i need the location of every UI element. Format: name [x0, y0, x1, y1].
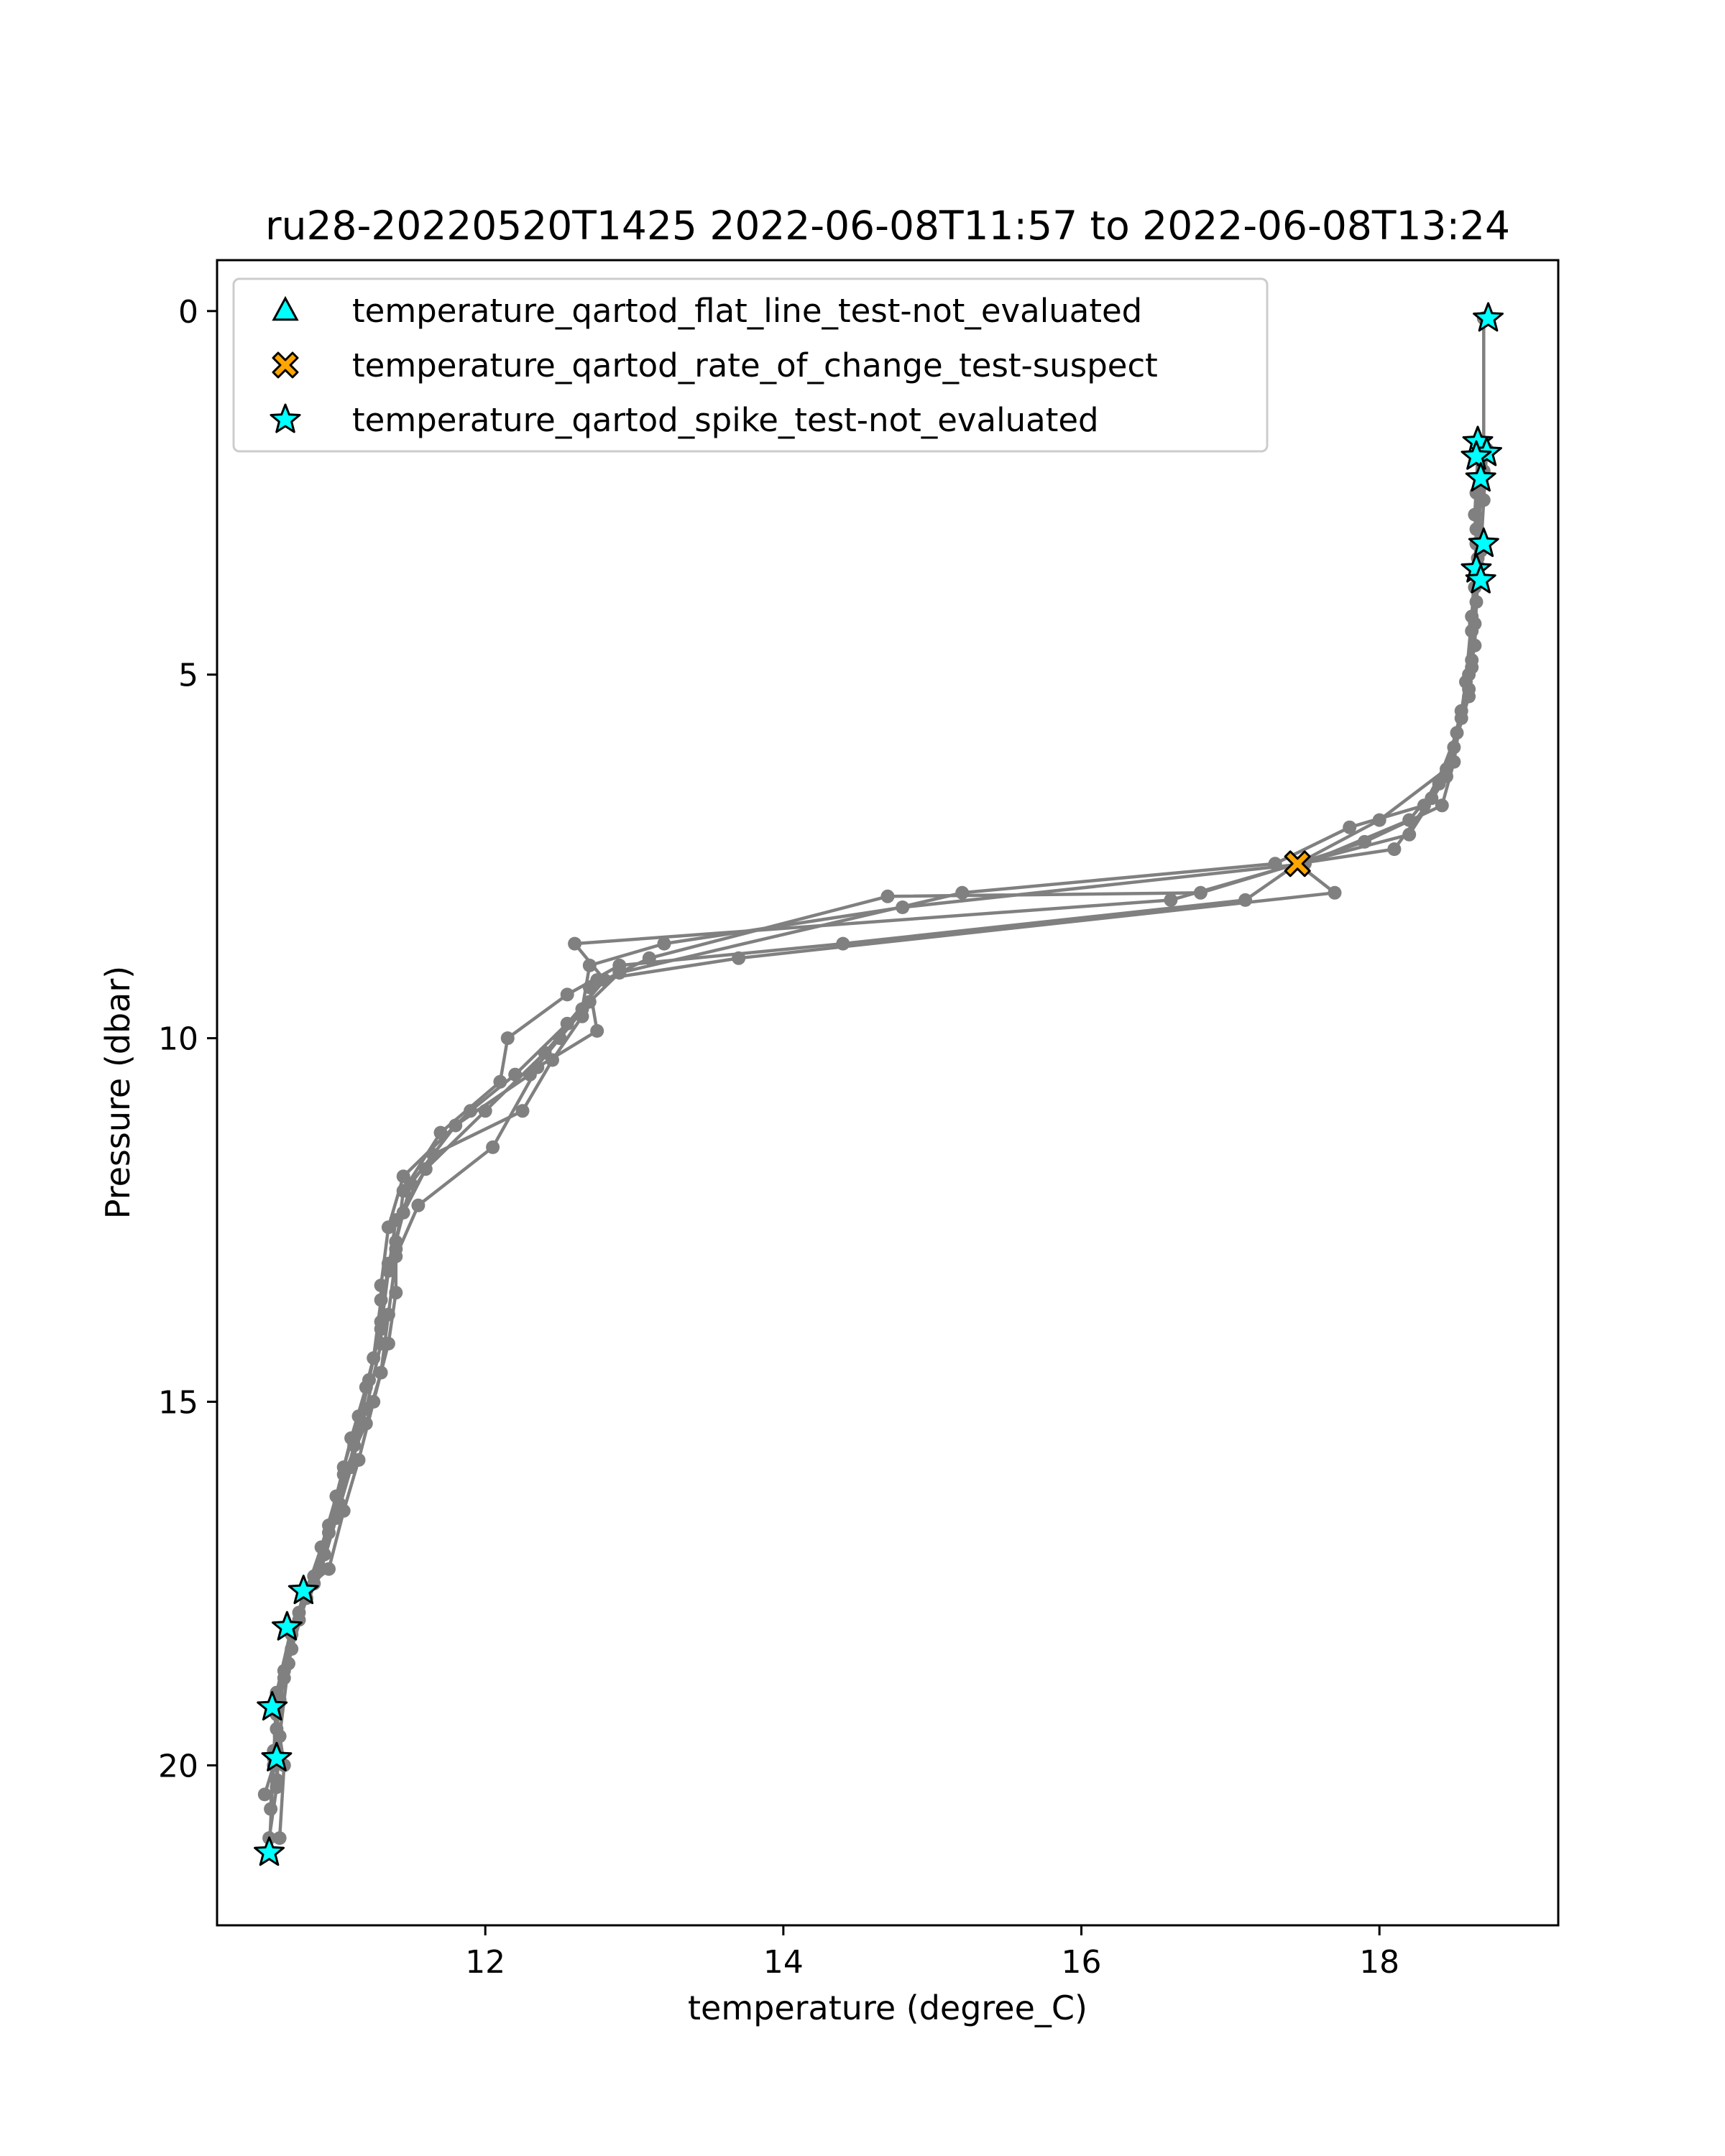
data-point: [362, 1373, 376, 1387]
spike-marker: [1460, 440, 1492, 470]
data-point: [500, 1031, 515, 1046]
y-axis-label: Pressure (dbar): [98, 966, 137, 1219]
x-axis: 12 14 16 18: [465, 1925, 1399, 1981]
data-point: [1402, 827, 1417, 842]
data-point: [530, 1060, 545, 1074]
legend-star-icon: [270, 403, 301, 433]
data-point: [464, 1104, 477, 1118]
plot-frame: [216, 259, 1560, 1927]
spike-marker: [1473, 302, 1504, 332]
data-point: [1468, 617, 1482, 631]
data-point: [1440, 769, 1453, 783]
data-point: [590, 1024, 604, 1038]
data-point: [264, 1802, 278, 1816]
data-point: [486, 1140, 500, 1154]
x-axis-label: temperature (degree_C): [688, 1989, 1087, 2027]
data-point: [575, 1009, 589, 1023]
data-point: [272, 1831, 287, 1846]
data-point: [411, 1198, 426, 1212]
spike-marker: [1465, 462, 1496, 492]
data-point: [381, 1256, 395, 1271]
data-point: [347, 1438, 362, 1452]
y-tick-label: 15: [158, 1385, 198, 1422]
data-point: [1343, 820, 1357, 834]
data-point: [732, 951, 746, 965]
data-point: [396, 1205, 410, 1220]
spike-marker: [261, 1741, 293, 1772]
legend-box: [232, 277, 1269, 453]
data-point: [582, 958, 597, 972]
data-point: [1462, 682, 1476, 696]
data-point: [1387, 842, 1402, 857]
data-point: [317, 1547, 331, 1562]
data-point: [508, 1067, 523, 1082]
spike-marker: [1468, 528, 1499, 558]
data-point: [374, 1365, 388, 1380]
data-point: [1238, 893, 1253, 907]
qartod-flags: [254, 302, 1504, 1866]
data-point: [1268, 857, 1282, 871]
data-point: [515, 1104, 530, 1118]
data-point: [568, 936, 582, 951]
data-point: [426, 1148, 441, 1161]
data-point: [1164, 893, 1178, 907]
data-point: [396, 1184, 410, 1198]
y-tick-label: 20: [158, 1748, 198, 1784]
data-point: [396, 1169, 410, 1184]
x-tick-label: 14: [763, 1944, 804, 1981]
data-point: [612, 958, 627, 972]
y-tick-label: 0: [178, 294, 198, 331]
legend-label: temperature_qartod_spike_test-not_evalua…: [352, 401, 1099, 439]
x-tick-label: 12: [465, 1944, 505, 1981]
y-tick-label: 5: [178, 658, 198, 694]
plot-area: [254, 302, 1504, 1866]
spike-marker: [254, 1836, 285, 1866]
data-point: [332, 1496, 346, 1511]
data-point: [657, 936, 671, 951]
data-point: [257, 1787, 272, 1802]
data-point: [433, 1125, 448, 1140]
y-tick-label: 10: [158, 1021, 198, 1058]
data-point: [880, 889, 895, 903]
y-axis: 0 5 10 15 20: [158, 294, 217, 1784]
data-point: [590, 973, 604, 987]
data-point: [560, 1016, 574, 1031]
data-point: [381, 1220, 395, 1235]
spike-marker: [288, 1575, 319, 1605]
rate-of-change-marker: [1284, 850, 1311, 877]
data-point: [955, 885, 970, 900]
legend-triangle-icon: [272, 295, 299, 321]
legend-label: temperature_qartod_rate_of_change_test-s…: [352, 346, 1158, 384]
legend-label: temperature_qartod_flat_line_test-not_ev…: [352, 292, 1142, 330]
legend: temperature_qartod_flat_line_test-not_ev…: [232, 277, 1269, 453]
spike-marker: [257, 1691, 288, 1720]
x-tick-label: 18: [1359, 1944, 1399, 1981]
data-point: [560, 987, 574, 1002]
data-point: [1372, 813, 1386, 827]
legend-x-icon: [272, 351, 299, 379]
chart-title: ru28-20220520T1425 2022-06-08T11:57 to 2…: [265, 203, 1510, 249]
x-tick-label: 16: [1062, 1944, 1102, 1981]
spike-marker: [272, 1611, 303, 1641]
spike-marker: [1465, 563, 1496, 594]
data-point: [1435, 798, 1449, 813]
data-point: [1328, 885, 1342, 900]
data-point: [493, 1074, 507, 1089]
data-point: [374, 1314, 388, 1329]
data-point: [1193, 885, 1208, 900]
data-point: [546, 1053, 559, 1067]
data-point: [285, 1642, 299, 1656]
